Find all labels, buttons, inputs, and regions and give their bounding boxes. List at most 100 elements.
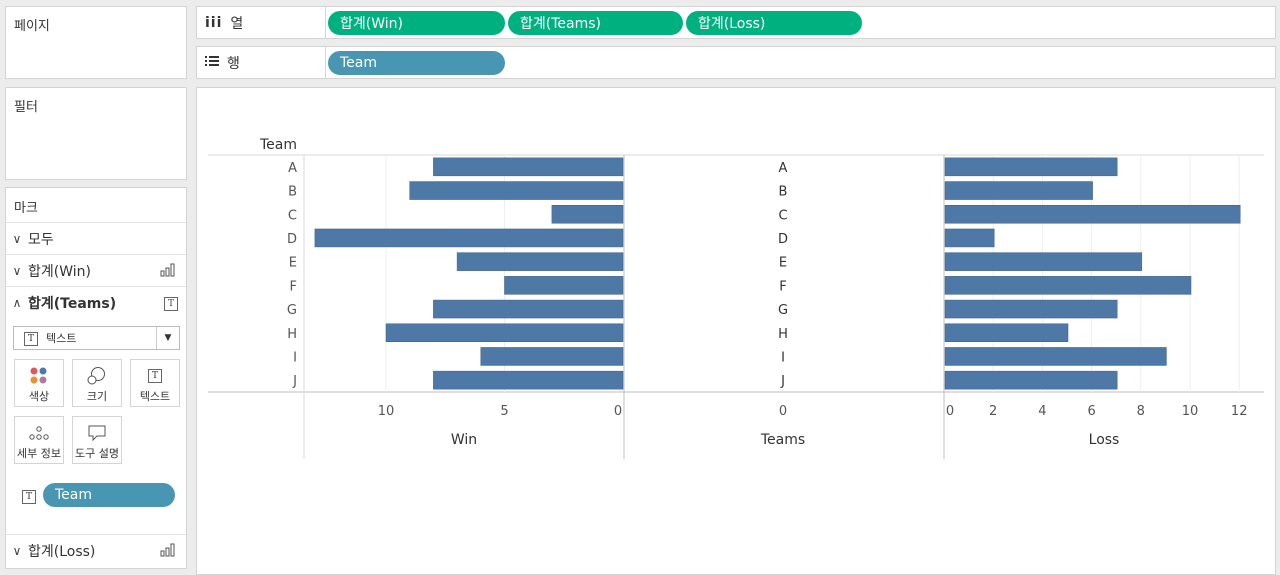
teams-text-mark: I: [781, 350, 785, 365]
text-icon: T: [131, 364, 179, 388]
teams-axis-title: Teams: [760, 432, 805, 448]
teams-text-mark: H: [778, 327, 788, 342]
columns-pill-loss[interactable]: 합계(Loss): [686, 11, 862, 35]
win-bar: [433, 157, 624, 177]
win-bar: [433, 370, 624, 390]
teams-text-mark: E: [779, 256, 787, 271]
filters-card[interactable]: 필터: [5, 87, 187, 180]
row-header-title: Team: [259, 137, 297, 153]
teams-text-mark: D: [778, 232, 788, 247]
category-label: J: [292, 374, 297, 389]
rows-shelf-label: 행: [205, 47, 240, 78]
size-button-label: 크기: [86, 390, 108, 403]
text-icon: T: [24, 331, 38, 346]
loss-bar: [944, 181, 1093, 200]
text-button[interactable]: T 텍스트: [130, 359, 180, 407]
win-bar: [480, 347, 624, 366]
marks-win-row[interactable]: ∨ 합계(Win): [6, 254, 186, 287]
pages-title: 페이지: [14, 19, 50, 34]
loss-tick-label: 6: [1087, 404, 1095, 419]
loss-tick-label: 12: [1231, 404, 1248, 419]
chevron-down-icon: ∨: [12, 232, 22, 246]
category-label: D: [287, 232, 297, 247]
win-tick-label: 0: [614, 404, 622, 419]
columns-label-text: 열: [230, 15, 244, 32]
color-dots-icon: [15, 364, 63, 388]
category-label: B: [288, 185, 297, 200]
teams-tick-label: 0: [779, 404, 787, 419]
teams-text-mark: J: [780, 374, 785, 389]
loss-bar: [944, 323, 1069, 342]
tooltip-button[interactable]: 도구 설명: [72, 416, 122, 464]
loss-bar: [944, 228, 995, 248]
tooltip-button-label: 도구 설명: [75, 447, 119, 460]
teams-text-mark: G: [778, 303, 788, 318]
shelf-divider: [325, 47, 326, 78]
category-label: A: [288, 161, 297, 176]
loss-tick-label: 8: [1137, 404, 1145, 419]
color-button[interactable]: 색상: [14, 359, 64, 407]
loss-axis-title: Loss: [1089, 432, 1120, 448]
win-tick-label: 10: [378, 404, 395, 419]
loss-bar: [944, 299, 1118, 319]
win-bar: [504, 276, 624, 295]
win-bar: [433, 299, 624, 319]
mark-type-value: 텍스트: [46, 332, 77, 345]
columns-icon: iii: [205, 14, 223, 31]
mark-type-dropdown[interactable]: T 텍스트 ▼: [13, 326, 180, 350]
text-button-label: 텍스트: [139, 390, 171, 403]
columns-shelf-label: iii 열: [205, 7, 243, 38]
columns-pill-teams[interactable]: 합계(Teams): [508, 11, 683, 35]
loss-bar: [944, 347, 1167, 366]
category-label: H: [287, 327, 297, 342]
pages-card[interactable]: 페이지: [5, 6, 187, 79]
category-label: C: [288, 208, 297, 223]
win-bar: [314, 228, 624, 248]
rows-icon: [205, 55, 219, 71]
category-label: E: [289, 256, 297, 271]
rows-pill-team[interactable]: Team: [328, 51, 505, 75]
win-tick-label: 5: [500, 404, 508, 419]
category-label: I: [293, 350, 297, 365]
marks-all-row[interactable]: ∨ 모두: [6, 222, 186, 255]
tooltip-bubble-icon: [73, 421, 121, 445]
loss-bar: [944, 370, 1118, 390]
marks-teams-row[interactable]: ∧ 합계(Teams) T: [6, 286, 186, 319]
win-bar: [409, 181, 624, 200]
chevron-down-icon: ∨: [12, 264, 22, 278]
marks-team-pill[interactable]: Team: [43, 483, 175, 507]
loss-bar: [944, 157, 1118, 177]
win-bar: [551, 205, 624, 224]
win-axis-title: Win: [451, 432, 477, 448]
detail-button[interactable]: 세부 정보: [14, 416, 64, 464]
dropdown-caret-icon: ▼: [156, 327, 179, 349]
loss-bar: [944, 252, 1143, 271]
category-label: G: [287, 303, 297, 318]
loss-tick-label: 4: [1038, 404, 1046, 419]
teams-text-mark: F: [779, 279, 786, 294]
color-button-label: 색상: [28, 390, 50, 403]
filters-title: 필터: [14, 100, 38, 115]
win-bar: [385, 323, 624, 342]
marks-win-label: 합계(Win): [28, 264, 91, 280]
loss-tick-label: 2: [989, 404, 997, 419]
bar-mark-icon: [160, 543, 178, 560]
marks-teams-label: 합계(Teams): [28, 296, 117, 312]
teams-text-mark: A: [779, 161, 788, 176]
size-circles-icon: [73, 364, 121, 388]
view-canvas[interactable]: Team A A B B C C D D E E F F G G H H I I J J 10 5 0 0 0 2 4 6 8 10 12 Wi…: [196, 87, 1276, 575]
size-button[interactable]: 크기: [72, 359, 122, 407]
teams-text-mark: B: [779, 185, 788, 200]
teams-text-mark: C: [778, 208, 787, 223]
category-label: F: [290, 279, 297, 294]
chevron-down-icon: ∨: [12, 544, 22, 558]
loss-bar: [944, 276, 1192, 295]
loss-bar: [944, 205, 1241, 224]
marks-all-label: 모두: [28, 232, 54, 248]
marks-loss-row[interactable]: ∨ 합계(Loss): [6, 534, 186, 567]
marks-title: 마크: [14, 201, 38, 216]
detail-dots-icon: [15, 421, 63, 445]
shelf-divider: [325, 7, 326, 38]
columns-pill-win[interactable]: 합계(Win): [328, 11, 505, 35]
